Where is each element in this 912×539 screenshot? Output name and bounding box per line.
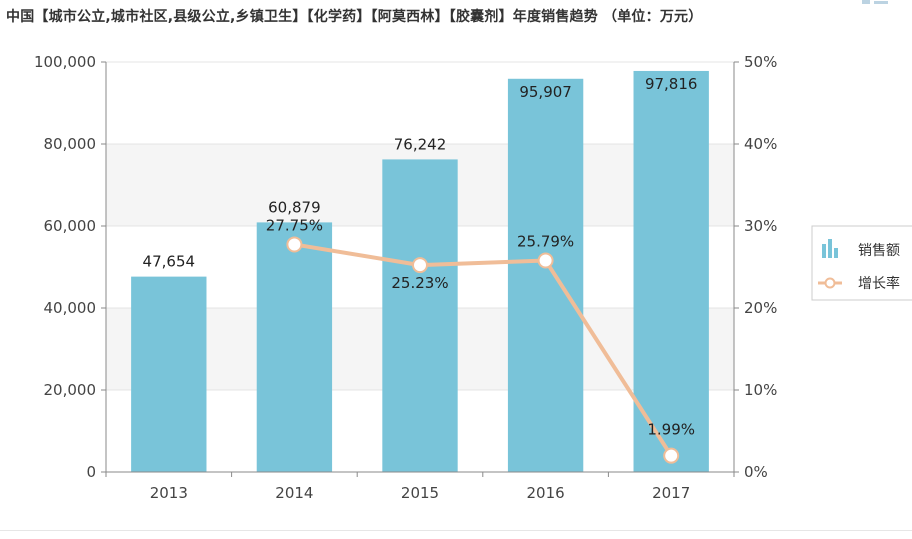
- right-y-tick-label: 10%: [744, 381, 777, 399]
- right-y-tick-label: 50%: [744, 53, 777, 71]
- bar-data-label: 76,242: [394, 135, 447, 153]
- left-y-tick-label: 20,000: [44, 381, 97, 399]
- line-data-label: 25.79%: [517, 233, 574, 251]
- bar-data-label: 47,654: [143, 253, 196, 271]
- left-y-tick-label: 100,000: [34, 53, 96, 71]
- growth-point-2017[interactable]: [663, 447, 680, 464]
- bar-2013[interactable]: [131, 276, 207, 472]
- x-tick-label: 2017: [652, 484, 690, 502]
- legend: 销售额 增长率: [811, 225, 912, 301]
- bar-2015[interactable]: [382, 159, 458, 472]
- bar-data-labels: 47,654 60,879 76,242 95,907 97,816: [143, 75, 698, 271]
- growth-point-2016[interactable]: [537, 252, 554, 269]
- x-tick-labels: 2013 2014 2015 2016 2017: [150, 484, 691, 502]
- growth-point-2014[interactable]: [286, 236, 303, 253]
- bar-data-label: 60,879: [268, 198, 321, 216]
- left-y-tick-label: 80,000: [44, 135, 97, 153]
- right-y-tick-labels: 0% 10% 20% 30% 40% 50%: [744, 53, 777, 481]
- line-data-label: 25.23%: [391, 274, 448, 292]
- line-data-labels: 27.75% 25.23% 25.79% 1.99%: [266, 216, 695, 438]
- line-series: [286, 236, 680, 464]
- bar-chart-icon: [822, 239, 838, 258]
- bar-series: [131, 70, 709, 472]
- legend-item-sales[interactable]: 销售额: [822, 239, 900, 259]
- x-tick-label: 2015: [401, 484, 439, 502]
- bar-data-label: 95,907: [519, 83, 572, 101]
- chart-menu-icon[interactable]: [862, 0, 888, 4]
- bar-data-label: 97,816: [645, 75, 698, 93]
- growth-point-2015[interactable]: [412, 257, 428, 274]
- legend-item-growth[interactable]: 增长率: [818, 275, 900, 292]
- bar-2017[interactable]: [633, 70, 709, 472]
- right-y-tick-label: 40%: [744, 135, 777, 153]
- bottom-divider: [0, 530, 912, 531]
- bar-2014[interactable]: [256, 222, 333, 472]
- left-y-tick-labels: 0 20,000 40,000 60,000 80,000 100,000: [34, 53, 96, 481]
- line-marker-icon: [818, 277, 842, 289]
- line-data-label: 27.75%: [266, 216, 323, 234]
- right-y-tick-label: 0%: [744, 463, 768, 481]
- x-tick-label: 2016: [527, 484, 565, 502]
- axes: [101, 61, 739, 477]
- legend-label-sales: 销售额: [858, 243, 900, 259]
- chart-title: 中国【城市公立,城市社区,县级公立,乡镇卫生】【化学药】【阿莫西林】【胶囊剂】年…: [6, 9, 703, 25]
- growth-rate-line: [294, 242, 673, 457]
- legend-label-growth: 增长率: [858, 275, 900, 292]
- line-data-label: 1.99%: [647, 421, 695, 439]
- x-tick-label: 2014: [275, 484, 313, 502]
- bar-2016[interactable]: [507, 78, 584, 472]
- left-y-tick-label: 40,000: [44, 299, 97, 317]
- x-tick-label: 2013: [150, 484, 188, 502]
- left-y-tick-label: 0: [86, 463, 96, 481]
- right-y-tick-label: 30%: [744, 217, 777, 235]
- right-y-tick-label: 20%: [744, 299, 777, 317]
- left-y-tick-label: 60,000: [44, 217, 97, 235]
